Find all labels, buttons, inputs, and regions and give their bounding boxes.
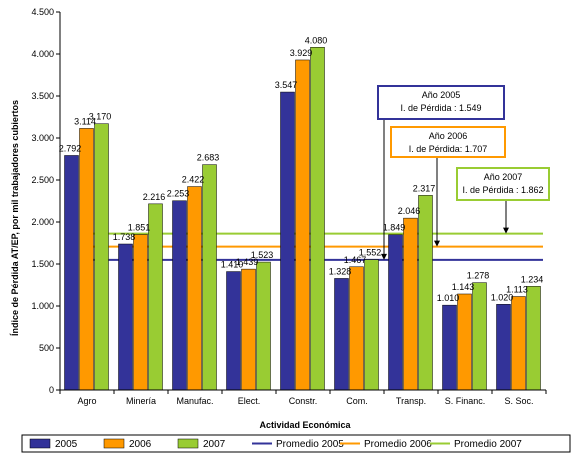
bar-2006-Manufac. <box>187 186 202 391</box>
bar-2006-S. Soc. <box>511 296 526 391</box>
annotation-title: Año 2006 <box>429 131 468 141</box>
data-label: 2.422 <box>182 175 205 185</box>
bar-2007-Manufac. <box>202 164 217 391</box>
data-label: 1.143 <box>452 282 475 292</box>
legend-swatch <box>177 438 199 449</box>
data-label: 1.020 <box>491 292 514 302</box>
x-tick-label: Agro <box>77 396 96 406</box>
data-label: 1.113 <box>506 285 528 295</box>
y-tick-label: 1.000 <box>31 301 54 311</box>
bar-2007-S. Soc. <box>526 286 541 391</box>
bar-2006-Elect. <box>241 268 256 391</box>
bar-2005-Com. <box>334 278 349 391</box>
bar-2005-S. Financ. <box>442 304 457 391</box>
data-label: 2.317 <box>413 183 436 193</box>
bar-2006-Agro <box>79 128 94 391</box>
x-tick-label: S. Financ. <box>445 396 486 406</box>
bar-2007-Elect. <box>256 261 271 391</box>
data-label: 2.253 <box>167 189 190 199</box>
x-tick-label: Minería <box>126 396 156 406</box>
bar-2005-Constr. <box>280 91 295 391</box>
x-tick-label: Com. <box>346 396 368 406</box>
bar-2005-S. Soc. <box>496 304 511 391</box>
y-axis-title: Índice de Pérdida AT/EP, por mil trabaja… <box>10 100 20 336</box>
bar-2007-Minería <box>148 203 163 391</box>
bar-2007-Agro <box>94 123 109 391</box>
x-tick-label: Constr. <box>289 396 318 406</box>
x-tick-label: Transp. <box>396 396 426 406</box>
annotation-value: I. de Pérdida : 1.549 <box>400 103 481 113</box>
data-label: 3.114 <box>74 116 96 126</box>
y-tick-label: 2.000 <box>31 217 54 227</box>
legend-label: Promedio 2005 <box>276 439 344 450</box>
bar-2007-Constr. <box>310 47 325 391</box>
bar-2005-Manufac. <box>172 200 187 391</box>
legend-label: Promedio 2007 <box>454 439 522 450</box>
legend-swatch <box>103 438 125 449</box>
annotation-box <box>456 167 550 201</box>
data-label: 3.929 <box>290 48 313 58</box>
bar-2006-Constr. <box>295 59 310 391</box>
annotation-value: I. de Pérdida: 1.707 <box>409 144 488 154</box>
bar-2007-Transp. <box>418 195 433 391</box>
bar-2005-Elect. <box>226 271 241 391</box>
data-label: 1.278 <box>467 271 490 281</box>
data-label: 1.552 <box>359 248 382 258</box>
legend-frame <box>21 434 571 453</box>
data-label: 2.046 <box>398 206 421 216</box>
y-tick-label: 3.000 <box>31 133 54 143</box>
y-tick-label: 4.000 <box>31 49 54 59</box>
annotation-title: Año 2005 <box>422 90 461 100</box>
legend: 2005 2006 2007 Promedio 2005 Promedio 2006 Pr… <box>21 434 571 453</box>
y-tick-label: 1.500 <box>31 259 54 269</box>
data-label: 1.010 <box>437 293 460 303</box>
data-label: 1.410 <box>221 260 244 270</box>
data-label: 1.849 <box>383 223 406 233</box>
bar-2006-S. Financ. <box>457 293 472 391</box>
data-label: 2.683 <box>197 153 220 163</box>
data-label: 1.738 <box>113 232 136 242</box>
data-label: 1.467 <box>344 255 367 265</box>
data-label: 1.523 <box>251 250 274 260</box>
annotation-title: Año 2007 <box>484 172 523 182</box>
y-tick-label: 500 <box>39 343 54 353</box>
data-label: 1.234 <box>521 274 544 284</box>
legend-label: 2006 <box>129 439 152 450</box>
x-tick-label: Elect. <box>238 396 261 406</box>
bar-2006-Transp. <box>403 217 418 391</box>
y-tick-label: 3.500 <box>31 91 54 101</box>
x-tick-label: S. Soc. <box>504 396 533 406</box>
annotation-value: I. de Pérdida : 1.862 <box>462 185 543 195</box>
bar-2006-Minería <box>133 234 148 391</box>
data-label: 3.547 <box>275 80 298 90</box>
y-tick-label: 2.500 <box>31 175 54 185</box>
y-tick-label: 0 <box>49 385 54 395</box>
x-tick-label: Manufac. <box>176 396 213 406</box>
legend-label: 2007 <box>203 439 226 450</box>
legend-label: 2005 <box>55 439 78 450</box>
arrow-head-icon <box>381 253 387 260</box>
annotation-box <box>390 126 506 158</box>
data-label: 3.170 <box>89 112 112 122</box>
legend-swatch <box>29 438 51 449</box>
bar-2005-Transp. <box>388 234 403 391</box>
arrow-head-icon <box>434 240 440 247</box>
bar-2007-Com. <box>364 259 379 391</box>
arrow-head-icon <box>503 227 509 234</box>
annotation-box <box>377 85 505 120</box>
data-label: 1.851 <box>128 223 151 233</box>
x-axis-title: Actividad Económica <box>259 420 351 430</box>
data-label: 1.328 <box>329 266 352 276</box>
legend-label: Promedio 2006 <box>364 439 432 450</box>
data-label: 2.216 <box>143 192 166 202</box>
y-tick-label: 4.500 <box>31 7 54 17</box>
bar-2006-Com. <box>349 266 364 391</box>
bar-2005-Agro <box>64 155 79 391</box>
bar-2007-S. Financ. <box>472 282 487 391</box>
data-label: 4.080 <box>305 35 328 45</box>
bar-2005-Minería <box>118 243 133 391</box>
data-label: 1.439 <box>236 257 259 267</box>
data-label: 2.792 <box>59 143 82 153</box>
